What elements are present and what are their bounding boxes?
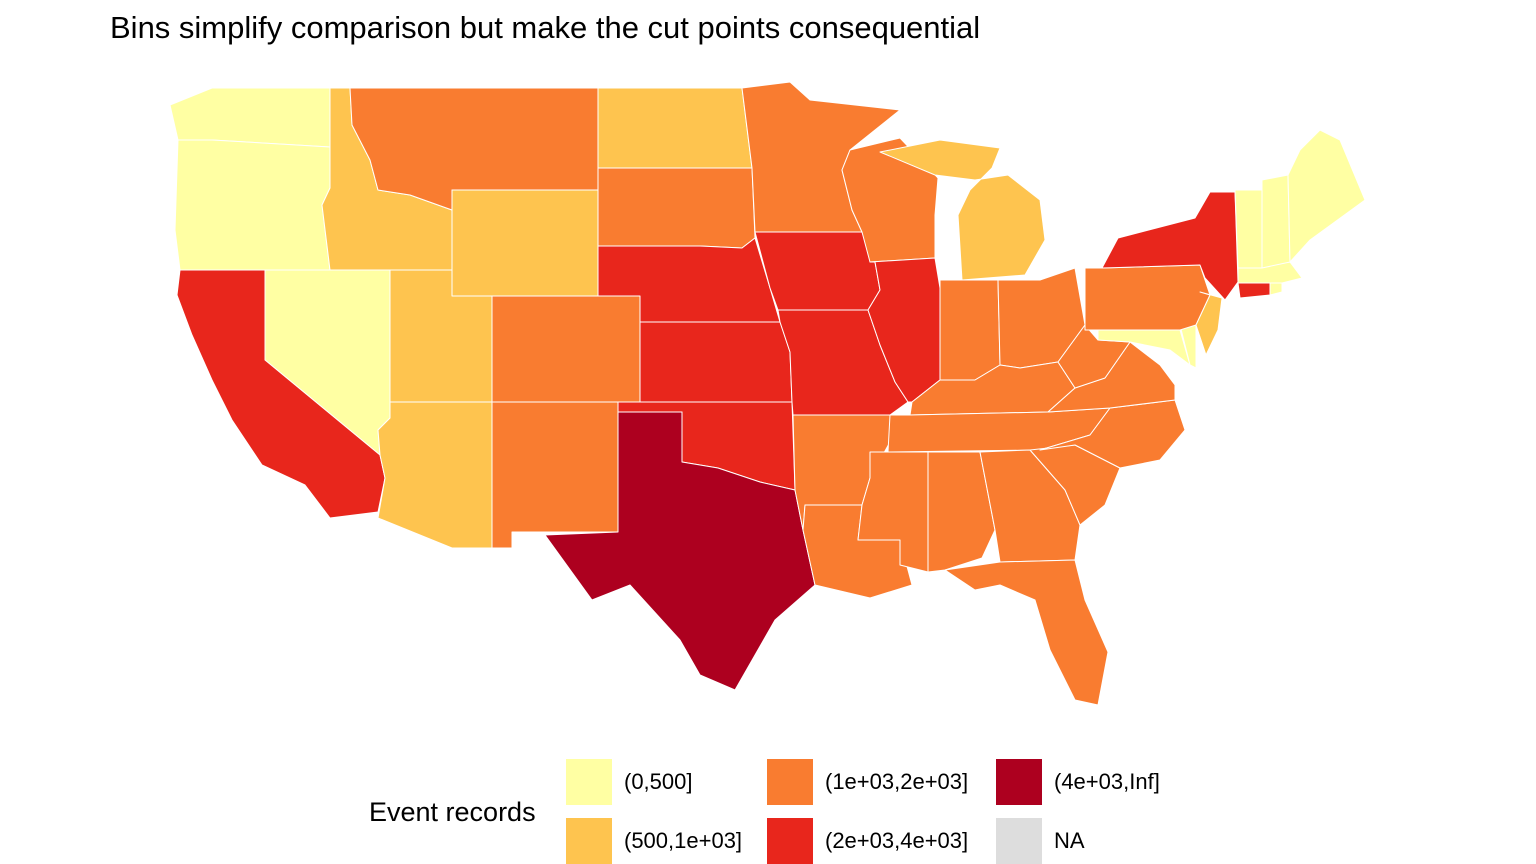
state-WA[interactable] (169, 87, 331, 148)
state-ND[interactable] (597, 87, 753, 169)
legend-title: Event records (369, 797, 536, 827)
state-CA[interactable] (176, 269, 386, 519)
state-NE[interactable] (597, 237, 781, 323)
state-KS[interactable] (639, 321, 793, 403)
state-ME[interactable] (1287, 129, 1366, 263)
state-NH[interactable] (1261, 174, 1291, 269)
state-IN[interactable] (939, 279, 1001, 381)
state-MI[interactable] (879, 139, 1046, 281)
state-NC[interactable] (1039, 399, 1186, 469)
chart-title: Bins simplify comparison but make the cu… (110, 10, 981, 45)
legend-swatch (566, 759, 612, 805)
state-OR[interactable] (174, 139, 331, 271)
legend-swatch (767, 818, 813, 864)
legend-label: (4e+03,Inf] (1054, 769, 1160, 794)
state-RI[interactable] (1269, 282, 1283, 296)
legend-label: (1e+03,2e+03] (825, 769, 969, 794)
state-WI[interactable] (841, 137, 939, 263)
state-NM[interactable] (491, 401, 619, 549)
legend-label: NA (1054, 828, 1085, 853)
state-NJ[interactable] (1195, 291, 1223, 356)
state-TX[interactable] (544, 411, 816, 691)
state-SD[interactable] (597, 167, 756, 249)
legend-swatch (767, 759, 813, 805)
legend-swatch (996, 759, 1042, 805)
state-AZ[interactable] (377, 401, 493, 549)
state-PA[interactable] (1084, 264, 1211, 331)
legend-swatch (566, 818, 612, 864)
state-WY[interactable] (451, 189, 599, 297)
state-IL[interactable] (867, 257, 941, 403)
legend-label: (0,500] (624, 769, 693, 794)
state-IA[interactable] (754, 231, 881, 311)
legend-swatch (996, 818, 1042, 864)
state-CO[interactable] (491, 295, 641, 403)
state-FL[interactable] (944, 559, 1109, 706)
legend-label: (500,1e+03] (624, 828, 743, 853)
state-CT[interactable] (1237, 282, 1271, 299)
state-VT[interactable] (1234, 189, 1263, 269)
legend-label: (2e+03,4e+03] (825, 828, 969, 853)
